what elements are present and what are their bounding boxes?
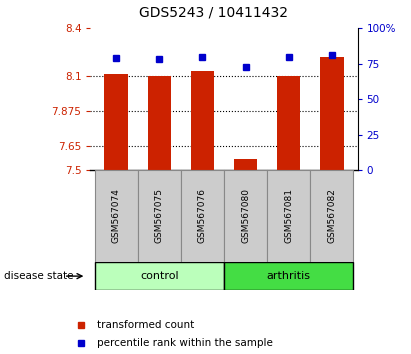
Text: GDS5243 / 10411432: GDS5243 / 10411432 <box>139 5 288 19</box>
Text: GSM567076: GSM567076 <box>198 188 207 244</box>
FancyBboxPatch shape <box>181 170 224 262</box>
FancyBboxPatch shape <box>224 170 267 262</box>
Text: percentile rank within the sample: percentile rank within the sample <box>97 338 273 348</box>
Text: GSM567081: GSM567081 <box>284 188 293 244</box>
Bar <box>191 71 214 170</box>
FancyBboxPatch shape <box>138 170 181 262</box>
FancyBboxPatch shape <box>267 170 310 262</box>
Bar <box>148 76 171 170</box>
Text: GSM567082: GSM567082 <box>327 188 336 244</box>
Text: control: control <box>140 271 179 281</box>
Bar <box>320 57 344 170</box>
Text: GSM567075: GSM567075 <box>155 188 164 244</box>
Text: arthritis: arthritis <box>267 271 311 281</box>
FancyBboxPatch shape <box>95 170 138 262</box>
Text: transformed count: transformed count <box>97 320 194 330</box>
Text: GSM567080: GSM567080 <box>241 188 250 244</box>
Bar <box>234 159 257 170</box>
FancyBboxPatch shape <box>310 170 353 262</box>
Bar <box>277 75 300 170</box>
Text: disease state: disease state <box>4 271 74 281</box>
Text: GSM567074: GSM567074 <box>112 188 121 244</box>
FancyBboxPatch shape <box>95 262 224 290</box>
Bar <box>104 74 128 170</box>
FancyBboxPatch shape <box>224 262 353 290</box>
